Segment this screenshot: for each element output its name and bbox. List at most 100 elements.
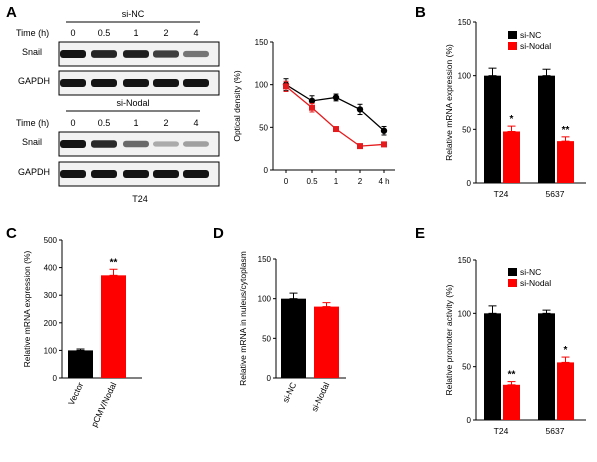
- significance-mark: **: [562, 125, 570, 136]
- time-tick: 4: [193, 118, 198, 128]
- significance-mark: *: [510, 114, 514, 125]
- blot-band: [153, 141, 179, 147]
- cell-line-label: T24: [132, 194, 148, 204]
- x-tick-label: pCMV/Nodal: [89, 381, 118, 429]
- bar: [538, 313, 555, 420]
- data-point: [333, 126, 339, 133]
- blot-band: [183, 170, 209, 178]
- x-tick-label: 4 h: [378, 177, 389, 186]
- data-point: [283, 83, 289, 90]
- legend-label: si-NC: [520, 30, 541, 40]
- y-tick-label: 500: [44, 236, 58, 245]
- y-tick-label: 0: [264, 166, 269, 175]
- bar: [538, 75, 555, 183]
- time-tick: 0: [70, 28, 75, 38]
- time-label: Time (h): [16, 118, 49, 128]
- blot-band: [60, 170, 86, 178]
- y-tick-label: 0: [467, 416, 472, 425]
- significance-mark: **: [508, 370, 516, 381]
- time-tick: 0.5: [98, 28, 111, 38]
- legend-swatch: [508, 268, 517, 276]
- chart-promoter-activity-e: 0 50 100 150 Relative promoter activity (%) T…: [444, 256, 586, 436]
- blot-si-nc: si-NC Time (h) 0 0.5 1 2 4 Snail GAPDH: [16, 9, 220, 96]
- chart-mrna-expression-b: 0 50 100 150 Relative mRNA expression (%) T24…: [444, 18, 586, 199]
- y-tick-label: 150: [458, 256, 472, 265]
- data-point: [332, 94, 340, 101]
- bar: [68, 350, 93, 378]
- blot-band: [123, 140, 149, 148]
- legend-label: si-Nodal: [520, 278, 551, 288]
- blot-band: [60, 140, 86, 148]
- row-label-gapdh: GAPDH: [18, 167, 50, 177]
- y-axis-label: Relative mRNA expression (%): [22, 250, 32, 367]
- blot-band: [91, 79, 117, 87]
- panel-letter-b: B: [415, 4, 426, 21]
- blot-band: [183, 79, 209, 87]
- blot-band: [153, 79, 179, 87]
- bar: [484, 313, 501, 420]
- legend-swatch: [508, 42, 517, 50]
- legend-swatch: [508, 279, 517, 287]
- y-tick-label: 50: [262, 334, 271, 343]
- time-tick: 0: [70, 118, 75, 128]
- y-axis-label: Relative promoter activity (%): [444, 284, 454, 395]
- y-tick-label: 100: [458, 309, 472, 318]
- blot-band: [91, 170, 117, 178]
- blot-si-nodal: si-Nodal Time (h) 0 0.5 1 2 4 Snail GAPD…: [16, 98, 220, 204]
- time-tick: 2: [163, 28, 168, 38]
- time-tick: 1: [133, 118, 138, 128]
- significance-mark: **: [110, 257, 118, 268]
- bar: [314, 306, 339, 378]
- legend-label: si-Nodal: [520, 41, 551, 51]
- y-tick-label: 200: [44, 319, 58, 328]
- y-tick-label: 50: [259, 123, 268, 132]
- y-axis-label: Optical density (%): [232, 70, 242, 141]
- data-point: [309, 104, 315, 111]
- time-tick: 4: [193, 28, 198, 38]
- y-tick-label: 150: [458, 18, 472, 27]
- y-tick-label: 0: [53, 374, 58, 383]
- y-tick-label: 100: [255, 81, 269, 90]
- x-tick-label: T24: [494, 189, 509, 199]
- blot-band: [91, 140, 117, 148]
- x-tick-label: 0.5: [306, 177, 318, 186]
- time-tick: 1: [133, 28, 138, 38]
- data-point: [308, 97, 316, 105]
- y-tick-label: 0: [467, 179, 472, 188]
- panel-letter-a: A: [6, 4, 17, 21]
- blot-band: [183, 50, 209, 58]
- y-tick-label: 50: [462, 125, 471, 134]
- row-label-snail: Snail: [22, 137, 42, 147]
- y-tick-label: 100: [44, 346, 58, 355]
- x-tick-label: si-Nodal: [309, 381, 331, 414]
- time-tick: 2: [163, 118, 168, 128]
- chart-mrna-expression-c: 0 100 200 300 400 500 Relative mRNA expression…: [22, 236, 142, 429]
- x-tick-label: 5637: [546, 189, 565, 199]
- bar: [557, 362, 574, 420]
- x-tick-label: T24: [494, 426, 509, 436]
- series-line: [285, 84, 385, 132]
- time-label: Time (h): [16, 28, 49, 38]
- blot-band: [123, 50, 149, 58]
- y-tick-label: 150: [255, 38, 269, 47]
- bar: [503, 384, 520, 420]
- blot-group-label: si-NC: [122, 9, 145, 19]
- y-tick-label: 150: [258, 255, 272, 264]
- x-tick-label: 2: [358, 177, 363, 186]
- chart-mrna-ratio-d: 0 50 100 150 Relative mRNA in nuleus/cytopla…: [238, 251, 346, 413]
- panel-letter-d: D: [213, 225, 224, 242]
- bar: [503, 131, 520, 183]
- y-tick-label: 300: [44, 291, 58, 300]
- time-tick: 0.5: [98, 118, 111, 128]
- x-tick-label: 5637: [546, 426, 565, 436]
- data-point: [357, 143, 363, 150]
- panel-letter-e: E: [415, 225, 425, 242]
- significance-mark: *: [564, 345, 568, 356]
- row-label-snail: Snail: [22, 47, 42, 57]
- blot-band: [60, 50, 86, 58]
- blot-group-label: si-Nodal: [116, 98, 149, 108]
- blot-band: [153, 50, 179, 58]
- data-point: [380, 127, 388, 134]
- blot-band: [123, 79, 149, 87]
